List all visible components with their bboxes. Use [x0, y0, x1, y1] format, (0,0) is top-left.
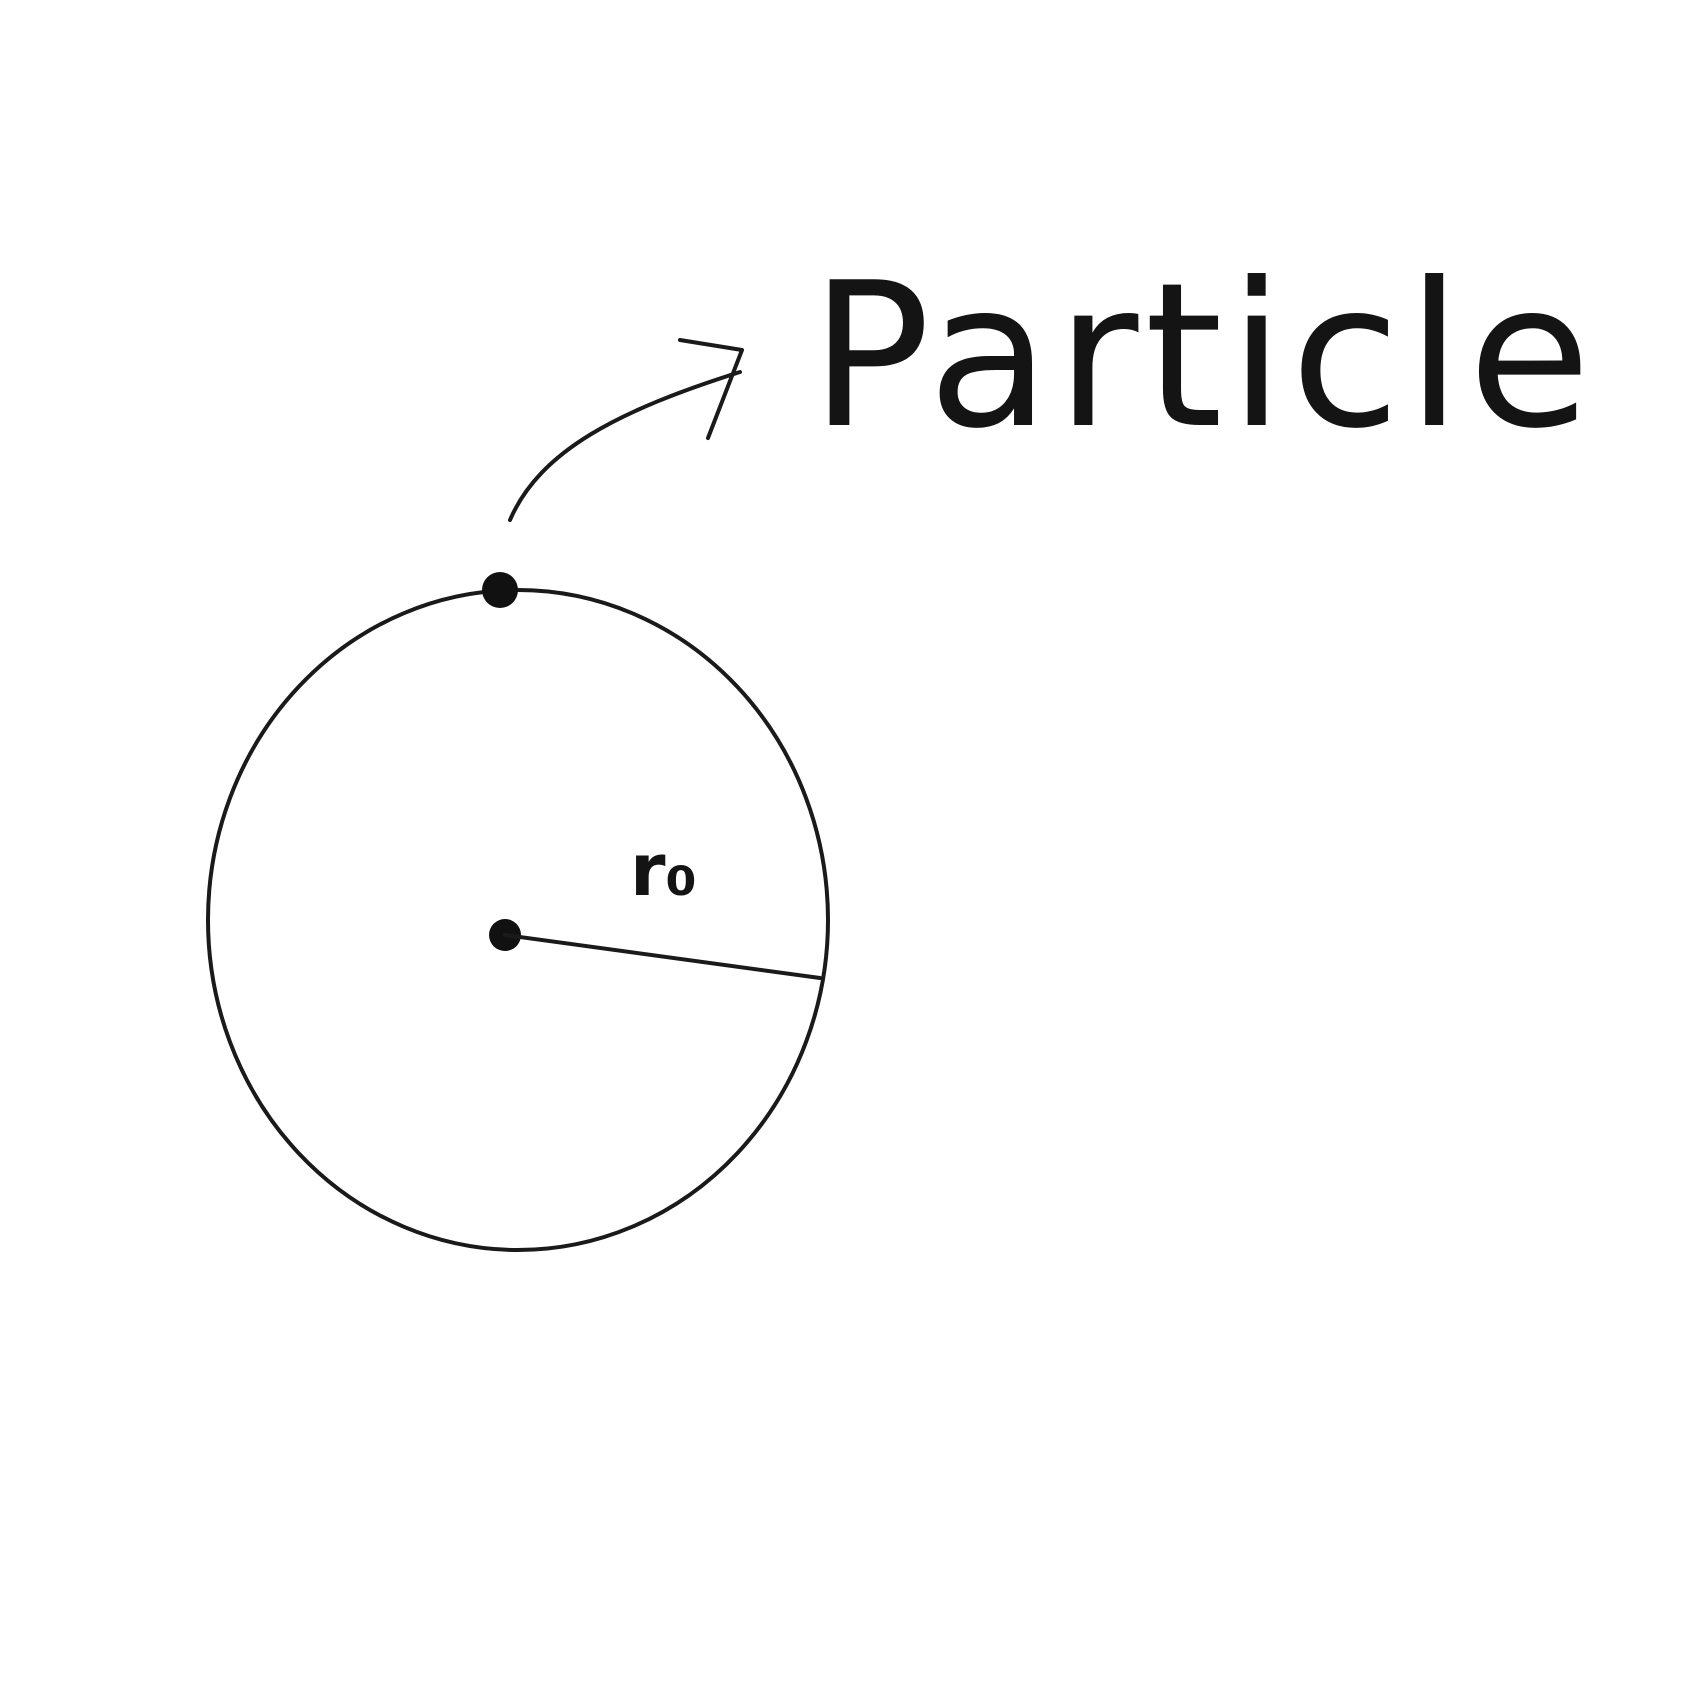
pointer-arrow — [508, 370, 742, 522]
orbit-circle — [206, 588, 830, 1252]
radius-line — [503, 933, 822, 980]
particle-dot — [482, 572, 518, 608]
particle-label: Particle — [810, 240, 1597, 473]
radius-label: r₀ — [630, 828, 697, 912]
arrowhead — [678, 338, 744, 440]
